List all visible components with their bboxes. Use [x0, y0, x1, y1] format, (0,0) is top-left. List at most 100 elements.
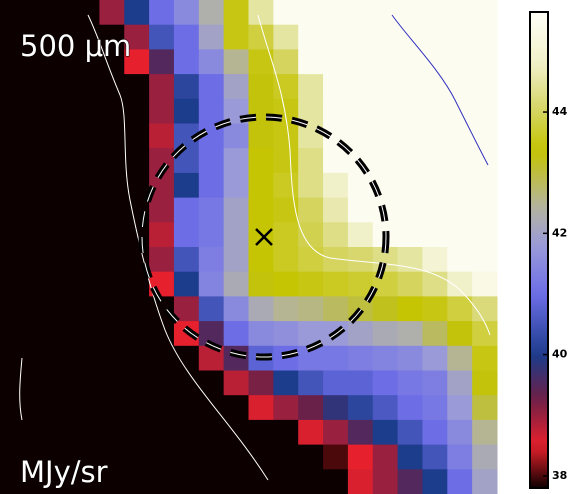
- cell: [397, 222, 423, 248]
- cell: [198, 469, 225, 494]
- cell: [397, 74, 423, 100]
- cell: [99, 395, 125, 421]
- cell: [248, 172, 274, 199]
- cell: [0, 247, 26, 273]
- cell: [347, 444, 374, 470]
- cell: [99, 98, 125, 124]
- aperture-edge: [141, 116, 387, 358]
- cell: [223, 148, 249, 174]
- cell: [347, 370, 374, 396]
- cell: [422, 370, 448, 396]
- cell: [124, 49, 150, 75]
- cell: [0, 148, 26, 174]
- cell: [74, 222, 100, 248]
- colorbar-tick-label: 40: [552, 348, 568, 361]
- cell: [149, 98, 175, 124]
- cell: [99, 148, 125, 174]
- cell: [298, 370, 324, 396]
- cell: [248, 123, 274, 149]
- cell: [149, 370, 175, 396]
- cell: [248, 271, 274, 297]
- cell: [99, 419, 125, 446]
- cell: [347, 123, 374, 149]
- cell: [472, 197, 498, 223]
- cell: [149, 123, 175, 149]
- cell: [248, 49, 274, 75]
- cell: [0, 74, 26, 100]
- cell: [372, 395, 399, 421]
- cell: [323, 74, 349, 100]
- cell: [99, 0, 125, 26]
- cell: [24, 197, 51, 223]
- cell: [49, 296, 76, 322]
- cell: [49, 148, 76, 174]
- cell: [472, 24, 498, 50]
- cell: [447, 148, 473, 174]
- contour: [87, 14, 269, 481]
- cell: [223, 469, 249, 494]
- cell: [298, 222, 324, 248]
- colorbar-tick-label: 44: [552, 105, 568, 118]
- cell: [273, 74, 299, 100]
- cell: [223, 49, 249, 75]
- cell: [397, 123, 423, 149]
- cell: [447, 0, 473, 26]
- cell: [447, 197, 473, 223]
- cell: [149, 74, 175, 100]
- cell: [248, 321, 274, 347]
- cell: [298, 24, 324, 50]
- cell: [124, 98, 150, 124]
- cell: [422, 321, 448, 347]
- cell: [397, 370, 423, 396]
- cell: [198, 74, 225, 100]
- cell: [198, 222, 225, 248]
- cell: [447, 321, 473, 347]
- cell: [24, 222, 51, 248]
- cell: [124, 370, 150, 396]
- title: 500 μm: [20, 29, 131, 63]
- cell: [323, 419, 349, 446]
- cell: [198, 296, 225, 322]
- cell: [447, 345, 473, 371]
- cell: [99, 469, 125, 494]
- cell: [124, 444, 150, 470]
- cell: [422, 24, 448, 50]
- cell: [273, 172, 299, 199]
- cell: [422, 247, 448, 273]
- cell: [24, 74, 51, 100]
- cell: [74, 444, 100, 470]
- cell: [223, 247, 249, 273]
- cell: [74, 197, 100, 223]
- cell: [49, 172, 76, 199]
- contour: [391, 14, 489, 166]
- colorbar-label: MJy/sr: [20, 455, 108, 489]
- cell: [198, 419, 225, 446]
- cell: [323, 296, 349, 322]
- cell: [397, 49, 423, 75]
- cell: [49, 49, 76, 75]
- cell: [173, 24, 200, 50]
- cell: [323, 98, 349, 124]
- cell: [124, 24, 150, 50]
- cell: [273, 222, 299, 248]
- cell: [298, 247, 324, 273]
- cell: [49, 123, 76, 149]
- cell: [149, 247, 175, 273]
- contour: [19, 357, 23, 421]
- cell: [223, 321, 249, 347]
- cell: [149, 345, 175, 371]
- cell: [273, 49, 299, 75]
- cell: [372, 444, 399, 470]
- cell: [397, 395, 423, 421]
- cell: [173, 49, 200, 75]
- cell: [173, 98, 200, 124]
- cell: [49, 98, 76, 124]
- cell: [0, 271, 26, 297]
- cell: [347, 49, 374, 75]
- cell: [24, 123, 51, 149]
- cell: [447, 172, 473, 199]
- cell: [273, 395, 299, 421]
- cell: [223, 222, 249, 248]
- cell: [74, 123, 100, 149]
- cell: [74, 24, 100, 50]
